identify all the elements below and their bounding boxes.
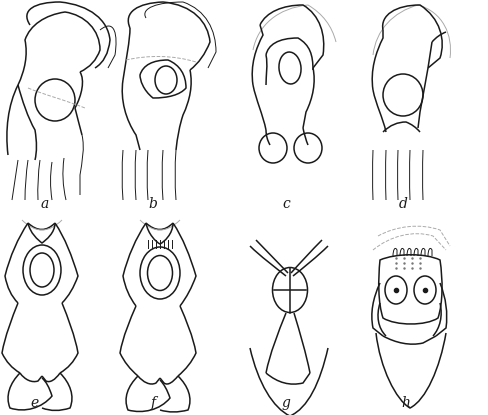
Text: g: g	[282, 396, 290, 410]
Text: a: a	[41, 197, 49, 211]
Text: c: c	[282, 197, 290, 211]
Text: b: b	[148, 197, 158, 211]
Text: d: d	[399, 197, 407, 211]
Text: h: h	[402, 396, 410, 410]
Text: f: f	[150, 396, 156, 410]
Text: e: e	[31, 396, 39, 410]
